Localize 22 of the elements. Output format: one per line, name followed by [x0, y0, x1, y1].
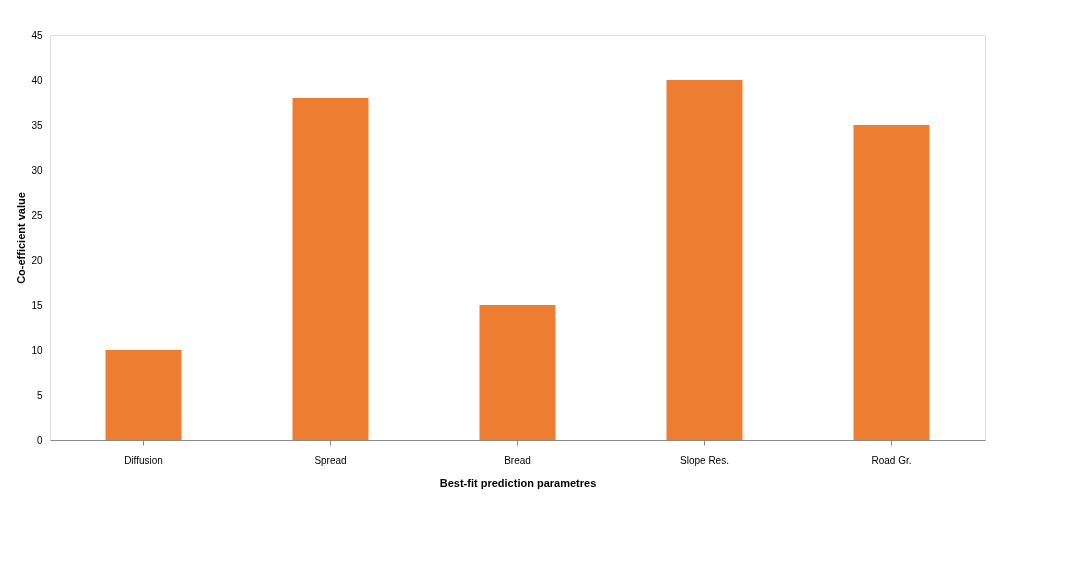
y-tick-label: 15: [31, 299, 43, 311]
y-axis-title: Co-efficient value: [15, 192, 28, 284]
y-tick-label: 5: [36, 389, 43, 401]
y-tick-label: 0: [36, 434, 43, 446]
x-axis-title: Best-fit prediction parametres: [439, 476, 597, 489]
y-tick-label: 35: [31, 119, 43, 131]
y-tick-label: 45: [31, 29, 43, 41]
y-tick-label: 20: [31, 254, 43, 266]
x-tick-label: Bread: [504, 454, 531, 466]
y-tick-label: 40: [31, 74, 43, 86]
x-tick-label: Slope Res.: [680, 454, 729, 466]
bar: [105, 350, 182, 440]
y-tick-label: 25: [31, 209, 43, 221]
x-tick-label: Diffusion: [124, 454, 163, 466]
x-tick-label: Spread: [314, 454, 347, 466]
bar: [666, 80, 743, 440]
bar: [292, 98, 369, 440]
y-tick-label: 30: [31, 164, 43, 176]
y-tick-label: 10: [31, 344, 43, 356]
x-tick-label: Road Gr.: [871, 454, 912, 466]
bar: [853, 125, 930, 440]
bar: [479, 305, 556, 440]
